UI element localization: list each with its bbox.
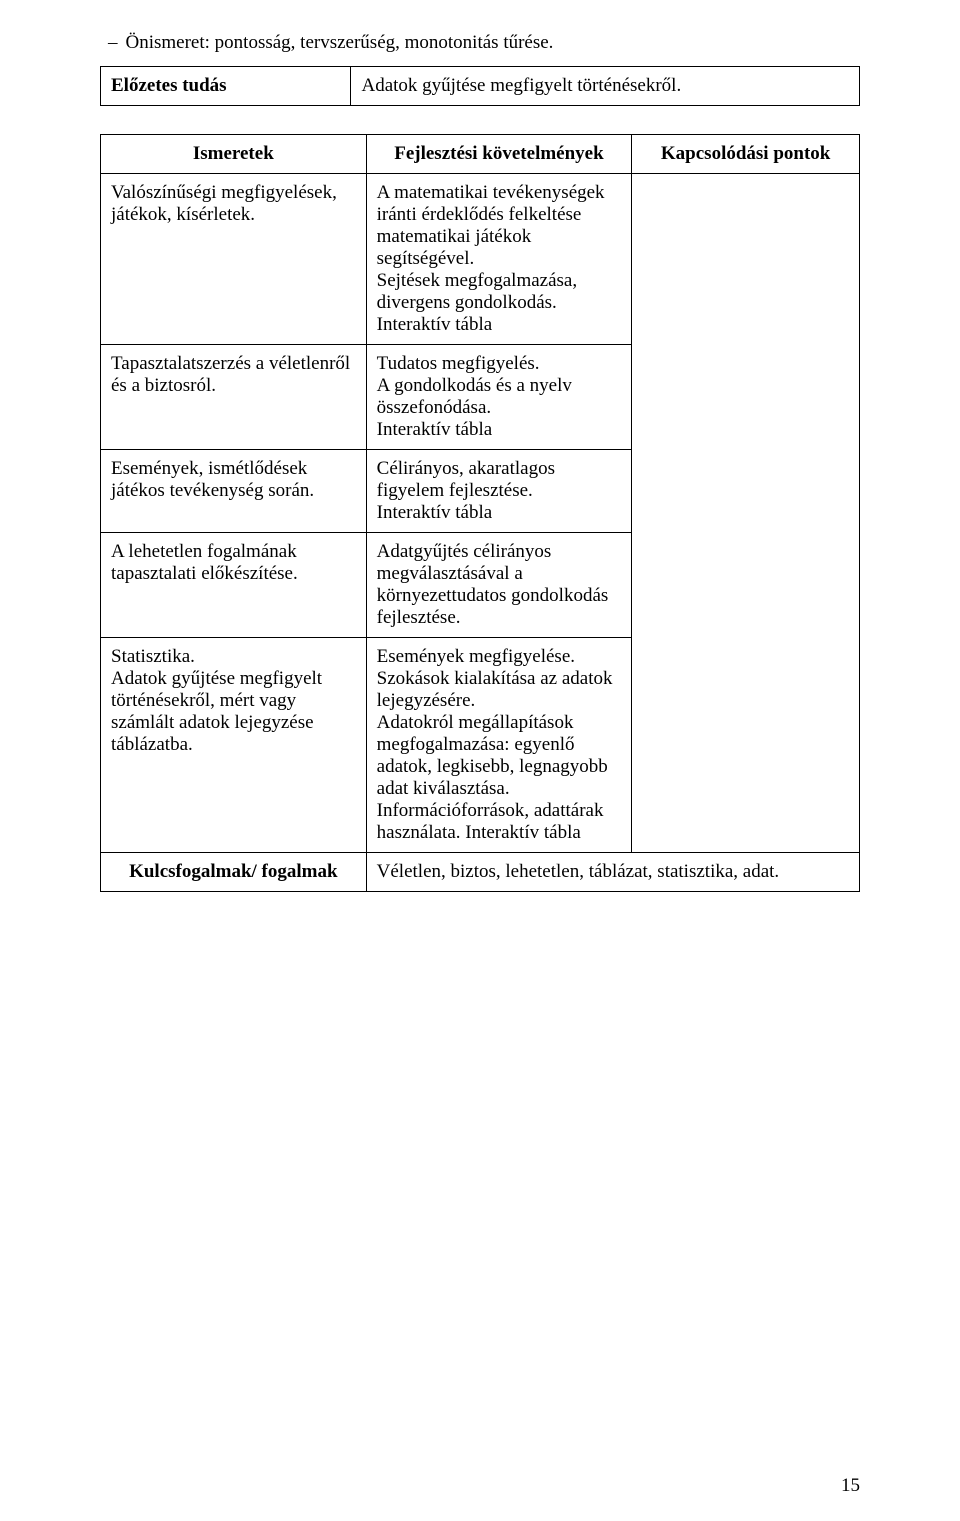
key-concepts-row: Kulcsfogalmak/ fogalmak Véletlen, biztos… <box>101 853 860 892</box>
prereq-label: Előzetes tudás <box>101 67 351 106</box>
bullet-dash: – <box>108 32 118 53</box>
row-c1: A lehetetlen fogalmának tapasztalati elő… <box>101 533 367 638</box>
row-c1: Statisztika.Adatok gyűjtése megfigyelt t… <box>101 638 367 853</box>
row-c2: Adatgyűjtés célirányos megválasztásával … <box>366 533 632 638</box>
header-c1: Ismeretek <box>101 135 367 174</box>
header-c3: Kapcsolódási pontok <box>632 135 860 174</box>
row-c1: Események, ismétlődések játékos tevékeny… <box>101 450 367 533</box>
lead-bullet: –Önismeret: pontosság, tervszerűség, mon… <box>100 32 860 54</box>
prereq-value: Adatok gyűjtése megfigyelt történésekről… <box>351 67 860 106</box>
row-c2: Tudatos megfigyelés.A gondolkodás és a n… <box>366 345 632 450</box>
main-table: Ismeretek Fejlesztési követelmények Kapc… <box>100 134 860 892</box>
prereq-table: Előzetes tudás Adatok gyűjtése megfigyel… <box>100 66 860 106</box>
key-concepts-label: Kulcsfogalmak/ fogalmak <box>101 853 367 892</box>
table-row: Valószínűségi megfigyelések, játékok, kí… <box>101 174 860 345</box>
row-c2: Célirányos, akaratlagos figyelem fejlesz… <box>366 450 632 533</box>
row-c2: A matematikai tevékenységek iránti érdek… <box>366 174 632 345</box>
row-c1: Valószínűségi megfigyelések, játékok, kí… <box>101 174 367 345</box>
key-concepts-value: Véletlen, biztos, lehetetlen, táblázat, … <box>366 853 859 892</box>
lead-bullet-text: Önismeret: pontosság, tervszerűség, mono… <box>126 32 554 53</box>
header-c2: Fejlesztési követelmények <box>366 135 632 174</box>
row-c1: Tapasztalatszerzés a véletlenről és a bi… <box>101 345 367 450</box>
page-number: 15 <box>841 1475 860 1497</box>
row-c2: Események megfigyelése.Szokások kialakít… <box>366 638 632 853</box>
row-c3-merged <box>632 174 860 853</box>
